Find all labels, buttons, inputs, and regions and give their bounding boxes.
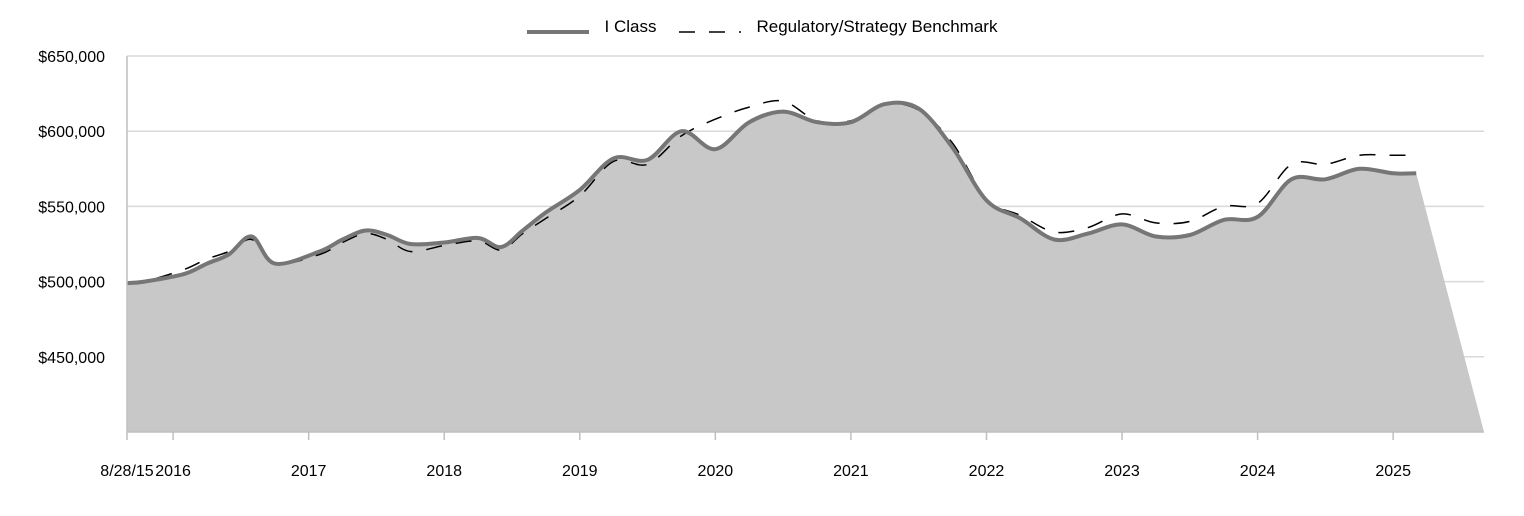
series-line-benchmark bbox=[126, 99, 1417, 284]
legend-entry-benchmark: Regulatory/Strategy Benchmark bbox=[678, 17, 998, 37]
x-tick-label: 2020 bbox=[698, 463, 734, 480]
x-tick-label: 2022 bbox=[969, 463, 1005, 480]
y-tick-label: $650,000 bbox=[38, 49, 105, 66]
legend-label-benchmark: Regulatory/Strategy Benchmark bbox=[756, 17, 998, 36]
y-tick-label: $500,000 bbox=[38, 275, 105, 292]
x-tick-label: 2017 bbox=[291, 463, 327, 480]
legend-label-i-class: I Class bbox=[604, 17, 657, 36]
x-tick-label: 2018 bbox=[426, 463, 462, 480]
legend-swatch-benchmark bbox=[678, 22, 741, 33]
x-tick-label: 2016 bbox=[155, 463, 191, 480]
y-tick-label: $450,000 bbox=[38, 350, 105, 367]
chart-legend: I Class Regulatory/Strategy Benchmark bbox=[0, 14, 1524, 40]
legend-entry-i-class: I Class bbox=[526, 17, 657, 37]
x-tick-label: 2024 bbox=[1240, 463, 1276, 480]
x-tick-label: 8/28/15 bbox=[100, 463, 153, 480]
x-tick-label: 2021 bbox=[833, 463, 869, 480]
x-tick-label: 2025 bbox=[1375, 463, 1411, 480]
series-line-i-class bbox=[126, 100, 1417, 286]
y-tick-label: $600,000 bbox=[38, 124, 105, 141]
area-fill-i-class bbox=[127, 102, 1484, 432]
x-tick-label: 2019 bbox=[562, 463, 598, 480]
x-tick-label: 2023 bbox=[1104, 463, 1140, 480]
y-tick-label: $550,000 bbox=[38, 199, 105, 216]
legend-swatch-i-class bbox=[526, 22, 589, 34]
